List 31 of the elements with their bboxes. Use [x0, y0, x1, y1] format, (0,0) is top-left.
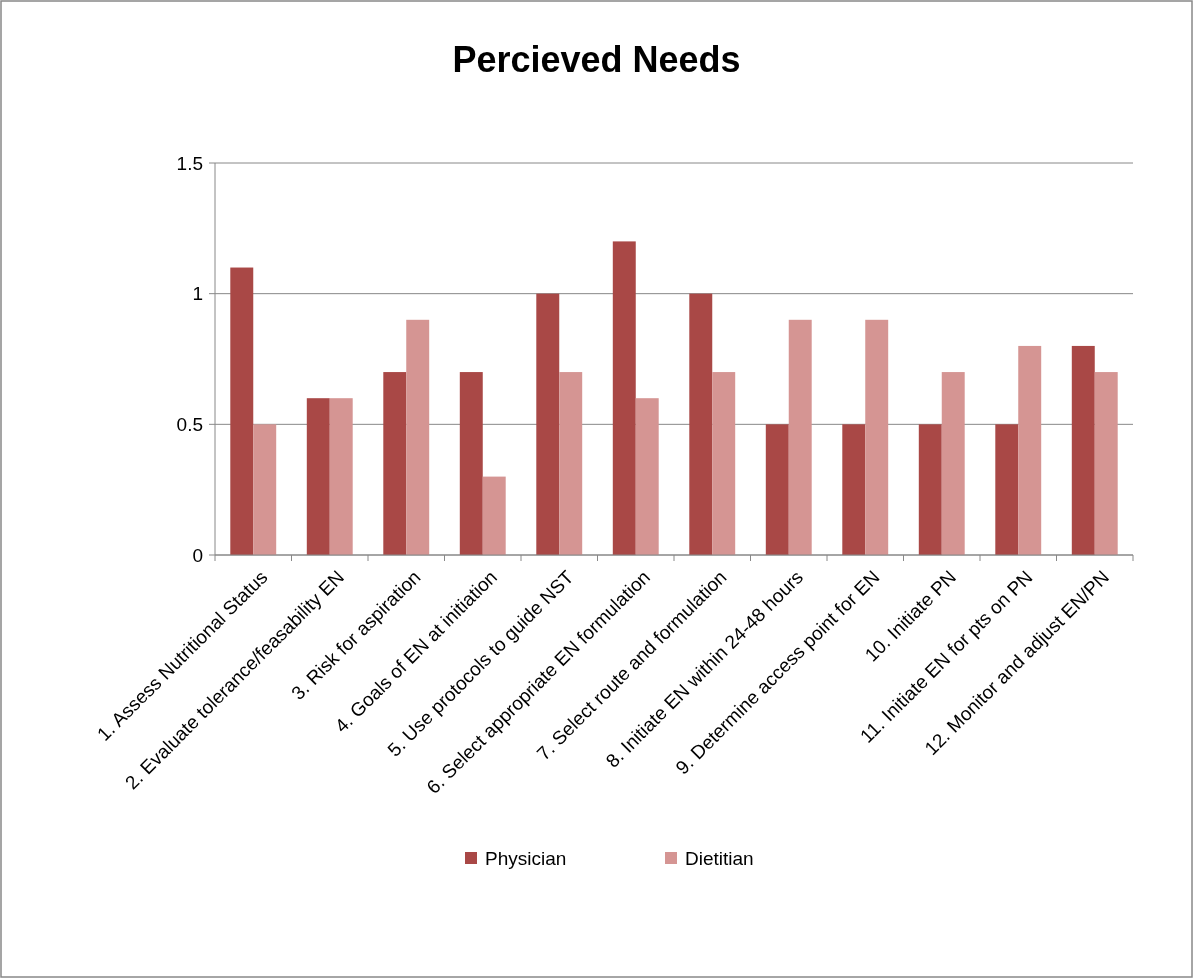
bar	[788, 319, 812, 555]
bar	[306, 398, 330, 555]
bar	[1071, 345, 1095, 555]
y-tick-label: 1.5	[176, 152, 203, 174]
bar	[253, 424, 277, 555]
bar	[1018, 345, 1042, 555]
bar	[230, 267, 254, 555]
bar	[459, 372, 483, 555]
bar	[842, 424, 866, 555]
bar	[689, 293, 713, 555]
legend-label: Physician	[485, 847, 567, 869]
bar	[612, 241, 636, 555]
bar	[406, 319, 430, 555]
chart-title: Percieved Needs	[452, 39, 741, 80]
bar	[383, 372, 407, 555]
y-tick-label: 0	[192, 544, 203, 566]
bar	[712, 372, 736, 555]
bar	[1094, 372, 1118, 555]
bar	[635, 398, 659, 555]
bar	[918, 424, 942, 555]
bar	[941, 372, 965, 555]
bar	[865, 319, 889, 555]
legend-label: Dietitian	[685, 847, 754, 869]
bar	[765, 424, 789, 555]
y-tick-label: 0.5	[176, 413, 203, 435]
bar	[559, 372, 583, 555]
y-tick-label: 1	[192, 283, 203, 305]
bar	[536, 293, 560, 555]
bar	[482, 476, 506, 555]
bar	[329, 398, 353, 555]
bar	[995, 424, 1019, 555]
